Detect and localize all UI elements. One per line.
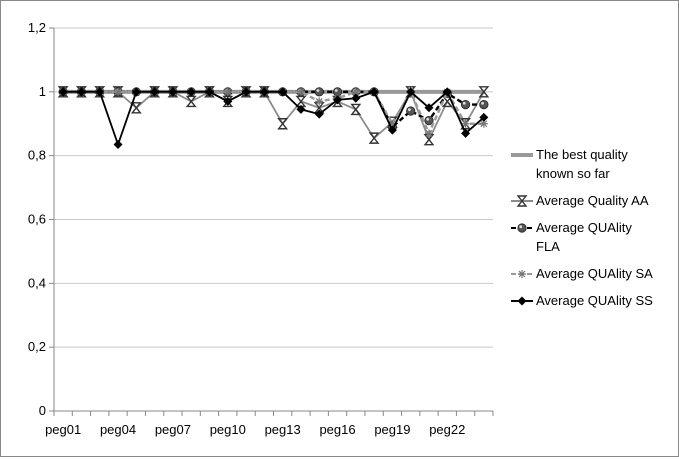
data-point-marker-highlight xyxy=(462,101,466,105)
data-point-marker xyxy=(479,119,488,128)
legend-entry-0: The best quality known so far xyxy=(511,147,628,181)
data-point-marker-highlight xyxy=(407,108,411,112)
data-point-marker xyxy=(113,139,123,149)
series-4 xyxy=(58,87,489,149)
y-tick-label: 0,6 xyxy=(28,212,46,227)
data-point-marker xyxy=(442,87,452,97)
y-tick-label: 0,2 xyxy=(28,339,46,354)
legend-label: FLA xyxy=(536,239,560,254)
data-point-marker xyxy=(315,97,324,106)
gridlines xyxy=(54,27,493,348)
data-point-marker xyxy=(241,87,251,97)
data-point-marker xyxy=(424,129,433,138)
legend-entry-1: Average Quality AA xyxy=(511,193,649,208)
data-point-marker xyxy=(424,103,434,113)
data-point-marker xyxy=(296,87,305,96)
data-point-marker xyxy=(150,87,160,97)
data-point-marker xyxy=(406,106,416,116)
data-point-marker-highlight xyxy=(316,89,320,92)
legend-label: Average QUAlity xyxy=(536,220,632,235)
data-point-marker xyxy=(278,87,288,97)
data-point-marker xyxy=(114,87,123,96)
data-point-marker xyxy=(76,87,86,97)
series-1 xyxy=(57,86,490,146)
data-point-marker xyxy=(517,296,527,306)
x-tick-label: peg04 xyxy=(100,422,136,437)
data-point-marker-highlight xyxy=(426,117,430,121)
data-point-marker xyxy=(223,87,232,96)
x-tick-label: peg07 xyxy=(155,422,191,437)
data-point-marker xyxy=(314,109,324,119)
data-point-marker xyxy=(479,100,489,110)
axes: 0 0,2 0,4 0,6 0,8 1 1,2 peg01 peg04 peg07 peg10 peg… xyxy=(28,20,494,437)
x-tick-label: peg10 xyxy=(210,422,246,437)
data-point-marker xyxy=(516,195,528,207)
series-layer xyxy=(57,86,490,149)
data-point-marker xyxy=(518,270,526,278)
legend: The best quality known so far Average Qual… xyxy=(511,147,653,308)
data-point-marker xyxy=(479,112,489,122)
data-point-marker xyxy=(185,95,197,108)
data-point-marker xyxy=(369,87,379,97)
data-point-marker xyxy=(387,125,397,135)
legend-entry-2: Average QUAlity FLA xyxy=(511,220,632,254)
data-point-marker xyxy=(95,87,105,97)
legend-entry-3: Average QUAlity SA xyxy=(511,266,653,281)
data-point-marker xyxy=(259,87,269,97)
data-point-marker xyxy=(277,118,289,130)
x-tick-label: peg13 xyxy=(265,422,301,437)
y-tick-label: 0,4 xyxy=(28,275,46,290)
data-point-marker xyxy=(186,87,196,97)
data-point-marker xyxy=(314,87,324,97)
x-tick-label: peg19 xyxy=(374,422,410,437)
data-point-marker xyxy=(388,119,397,128)
data-point-marker-highlight xyxy=(481,101,484,105)
legend-label: The best quality xyxy=(536,147,628,162)
data-point-marker xyxy=(478,86,490,98)
data-point-marker xyxy=(368,132,380,144)
y-tick-label: 0 xyxy=(39,403,46,418)
data-point-marker xyxy=(350,103,362,116)
data-point-marker xyxy=(333,95,343,105)
data-point-marker xyxy=(351,87,360,96)
data-point-marker xyxy=(424,115,434,126)
data-point-marker xyxy=(461,128,471,138)
data-point-marker xyxy=(406,87,416,97)
legend-label: Average QUAlity SA xyxy=(536,266,653,281)
legend-entry-4: Average QUAlity SS xyxy=(511,293,653,308)
series-line xyxy=(63,90,485,146)
x-tick-label: peg01 xyxy=(45,422,81,437)
data-point-marker xyxy=(517,223,527,233)
data-point-marker xyxy=(460,100,471,110)
x-tick-label: peg22 xyxy=(429,422,465,437)
data-point-marker-highlight xyxy=(334,89,338,92)
legend-label: known so far xyxy=(536,166,610,181)
data-point-marker xyxy=(58,87,68,97)
data-point-marker xyxy=(461,119,470,128)
y-tick-label: 1 xyxy=(39,84,46,99)
x-tick-label: peg16 xyxy=(319,422,355,437)
data-point-marker xyxy=(204,87,214,97)
data-point-marker xyxy=(130,102,142,114)
data-point-marker xyxy=(296,104,306,114)
data-point-marker xyxy=(131,87,141,97)
data-point-marker xyxy=(223,96,233,106)
data-point-marker xyxy=(168,87,178,97)
y-tick-label: 1,2 xyxy=(28,20,46,35)
legend-label: Average Quality AA xyxy=(536,193,649,208)
legend-label: Average QUAlity SS xyxy=(536,293,653,308)
y-tick-label: 0,8 xyxy=(28,148,46,163)
data-point-marker xyxy=(351,93,361,103)
data-point-marker-highlight xyxy=(519,225,523,229)
